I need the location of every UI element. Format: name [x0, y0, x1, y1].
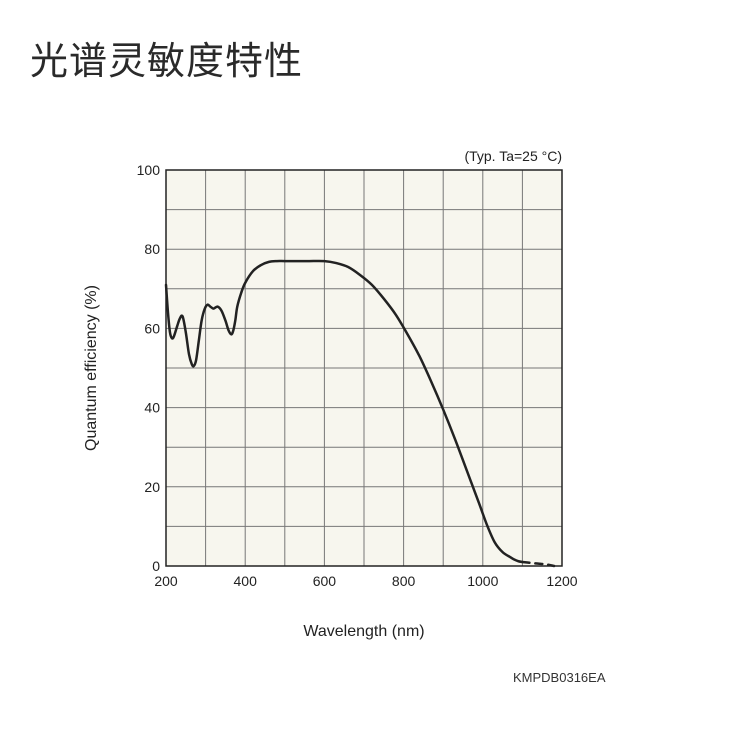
y-tick-label: 80 [144, 241, 160, 257]
x-tick-label: 400 [234, 573, 258, 589]
plot-frame [165, 169, 563, 567]
x-tick-label: 1200 [546, 573, 577, 589]
x-axis-label: Wavelength (nm) [303, 623, 424, 640]
x-tick-label: 1000 [467, 573, 498, 589]
x-tick-label: 200 [154, 573, 178, 589]
condition-note: (Typ. Ta=25 °C) [464, 148, 562, 164]
y-tick-label: 100 [137, 162, 161, 178]
y-tick-label: 0 [152, 558, 160, 574]
x-tick-label: 600 [313, 573, 337, 589]
y-tick-label: 20 [144, 479, 160, 495]
y-tick-label: 60 [144, 320, 160, 336]
y-axis-label: Quantum efficiency (%) [83, 285, 100, 451]
y-tick-label: 40 [144, 400, 160, 416]
page-title: 光谱灵敏度特性 [30, 39, 304, 83]
x-tick-label: 800 [392, 573, 416, 589]
document-code: KMPDB0316EA [513, 670, 606, 685]
series-line-dashed [521, 560, 556, 568]
series-line [164, 259, 524, 564]
